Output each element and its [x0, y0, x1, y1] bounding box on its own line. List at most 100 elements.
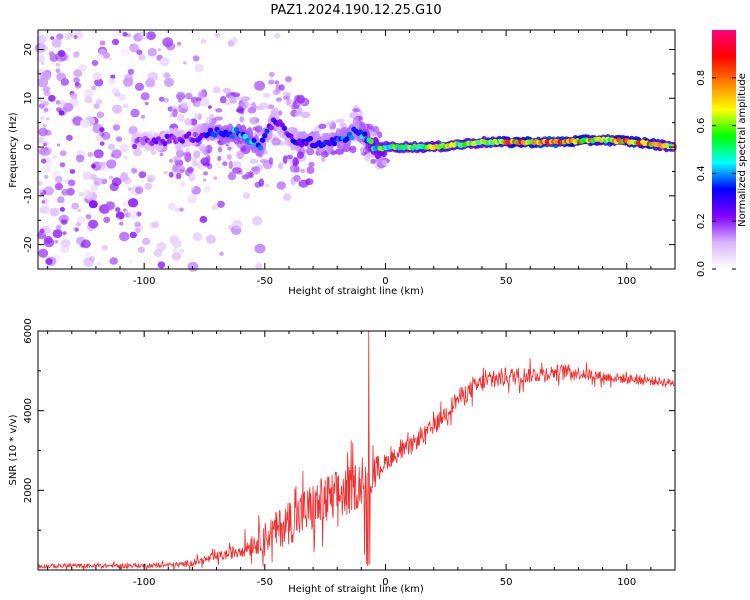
noise-blob	[239, 100, 249, 109]
noise-blob	[252, 216, 263, 226]
noise-blob	[56, 143, 61, 147]
noise-blob	[163, 97, 169, 103]
noise-blob	[43, 237, 55, 248]
noise-blob	[37, 30, 44, 37]
noise-blob	[134, 82, 145, 91]
noise-blob	[79, 118, 90, 128]
noise-blob	[364, 153, 371, 162]
noise-blob	[176, 91, 186, 100]
noise-blob	[91, 164, 96, 169]
noise-blob	[40, 205, 50, 214]
noise-blob	[194, 63, 204, 73]
ridge-core	[190, 137, 196, 143]
noise-blob	[119, 143, 130, 153]
snr-panel: -100 -50 0 50 100 2000 4000 6000 Height of stra…	[8, 318, 676, 595]
noise-blob	[209, 113, 215, 120]
noise-blob	[176, 172, 182, 180]
noise-blob	[236, 150, 245, 160]
ridge-core	[192, 131, 198, 138]
noise-blob	[255, 263, 263, 270]
noise-blob	[231, 219, 243, 230]
noise-blob	[153, 249, 163, 258]
spectrogram-background	[38, 30, 675, 269]
noise-blob	[59, 150, 67, 157]
ridge-core	[212, 132, 218, 138]
noise-blob	[110, 154, 115, 158]
noise-blob	[93, 103, 100, 109]
noise-blob	[162, 37, 174, 48]
noise-blob	[101, 245, 108, 251]
noise-blob	[119, 221, 124, 226]
noise-blob	[87, 151, 94, 158]
noise-blob	[183, 61, 187, 65]
noise-blob	[84, 96, 93, 104]
noise-blob	[41, 106, 49, 114]
noise-blob	[49, 207, 60, 217]
noise-blob	[250, 102, 257, 111]
noise-blob	[203, 171, 209, 176]
noise-blob	[147, 47, 157, 57]
noise-blob	[111, 149, 122, 159]
noise-blob	[112, 124, 121, 131]
noise-blob	[40, 61, 45, 65]
noise-blob	[115, 211, 125, 220]
noise-blob	[271, 137, 281, 146]
colorbar-tick-label: 0.0	[696, 261, 707, 277]
snr-series-line	[37, 330, 676, 571]
noise-blob	[163, 170, 168, 175]
noise-blob	[163, 72, 171, 79]
noise-blob	[159, 57, 170, 67]
noise-blob	[300, 111, 311, 119]
noise-blob	[134, 221, 141, 228]
noise-blob	[112, 104, 123, 114]
noise-blob	[245, 171, 251, 179]
ridge-core	[186, 131, 192, 137]
noise-blob	[128, 125, 138, 135]
noise-blob	[300, 168, 306, 173]
ridge-core	[349, 135, 355, 141]
noise-blob	[39, 115, 45, 121]
ridge-core	[264, 128, 270, 134]
noise-blob	[127, 68, 135, 75]
snr-ylabel: SNR (10 * v/v)	[8, 414, 19, 485]
noise-blob	[296, 94, 305, 104]
noise-blob	[74, 82, 80, 87]
noise-blob	[58, 110, 65, 116]
noise-blob	[188, 173, 196, 182]
ridge-core	[368, 138, 374, 144]
noise-blob	[147, 174, 156, 183]
noise-blob	[219, 251, 224, 256]
noise-blob	[199, 215, 208, 224]
colorbar-tick-label: 0.2	[696, 213, 707, 229]
noise-blob	[187, 194, 198, 204]
noise-blob	[147, 72, 158, 82]
noise-blob	[259, 102, 269, 110]
noise-blob	[194, 113, 200, 119]
snr-axes: -100 -50 0 50 100 2000 4000 6000	[23, 318, 676, 588]
noise-blob	[44, 174, 49, 179]
noise-blob	[227, 146, 232, 151]
noise-blob	[278, 84, 285, 91]
noise-blob	[131, 168, 137, 174]
ridge-core	[162, 141, 168, 147]
noise-blob	[352, 108, 361, 113]
noise-blob	[254, 243, 266, 254]
x-tick-label: 50	[500, 577, 513, 588]
noise-blob	[228, 160, 233, 170]
noise-blob	[89, 255, 96, 262]
noise-blob	[240, 96, 250, 102]
noise-blob	[293, 174, 301, 182]
noise-blob	[54, 182, 64, 191]
noise-blob	[119, 231, 130, 242]
noise-blob	[123, 176, 132, 185]
noise-blob	[68, 179, 76, 187]
x-tick-label: 0	[382, 577, 388, 588]
noise-blob	[41, 200, 46, 204]
noise-blob	[321, 154, 326, 163]
noise-blob	[268, 79, 275, 85]
spectrogram-ylabel: Frequency (Hz)	[8, 112, 19, 188]
noise-blob	[192, 156, 198, 164]
noise-blob	[59, 162, 66, 168]
